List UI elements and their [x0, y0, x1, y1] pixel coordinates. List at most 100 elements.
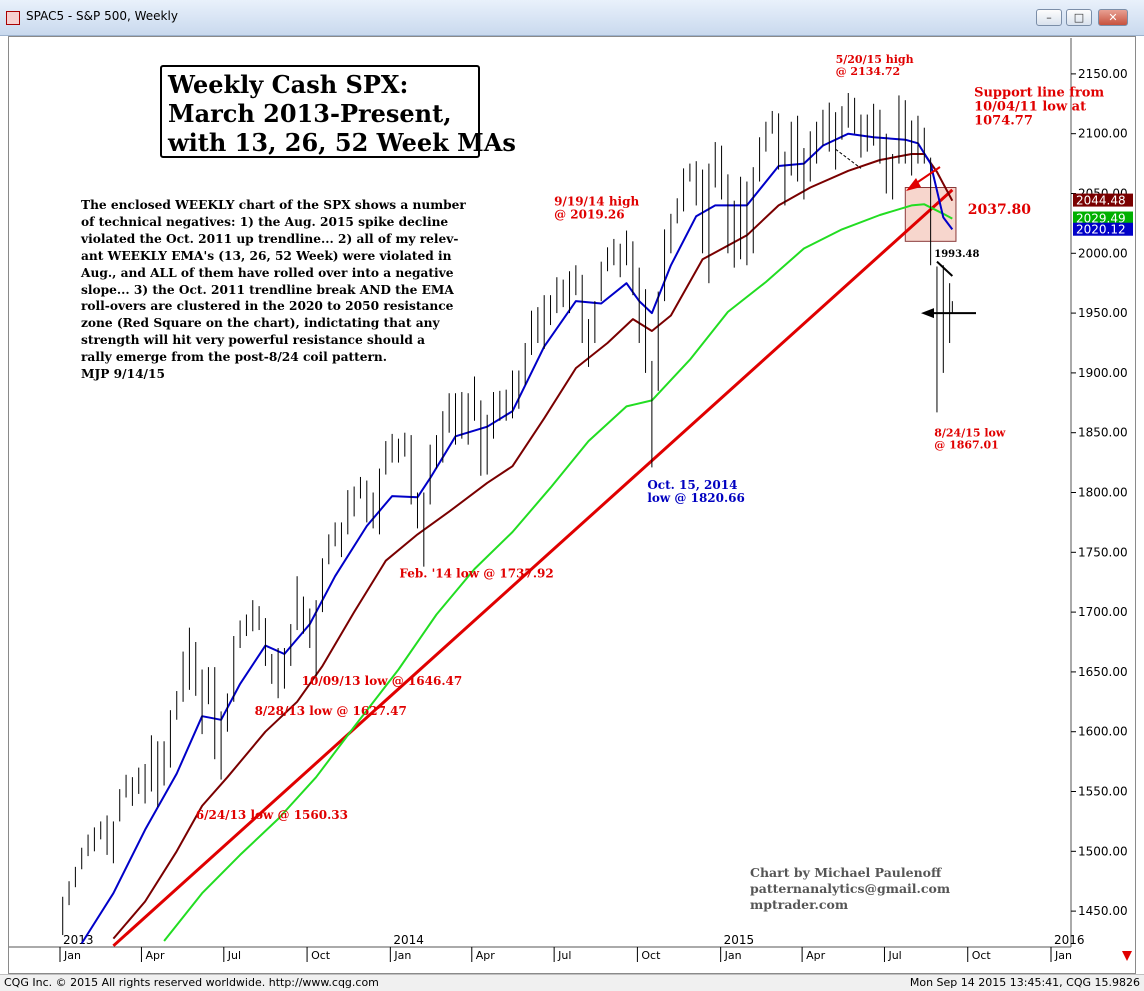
commentary-line: Aug., and ALL of them have rolled over i… — [81, 265, 454, 280]
year-label: 2014 — [393, 933, 424, 947]
credit-line: Chart by Michael Paulenoff — [750, 865, 942, 880]
chart-annotation: 8/28/13 low @ 1627.47 — [255, 704, 407, 718]
annotation-line: @ 2019.26 — [554, 207, 624, 221]
year-label: 2016 — [1054, 933, 1085, 947]
minimize-button[interactable]: – — [1036, 9, 1062, 26]
commentary-line: roll-overs are clustered in the 2020 to … — [81, 299, 454, 314]
price-tick-label: 1550.00 — [1078, 785, 1128, 799]
minor-trendline — [936, 260, 954, 277]
month-label: Jul — [227, 949, 241, 962]
maximize-button[interactable]: □ — [1066, 9, 1092, 26]
window-title-bar: SPAC5 - S&P 500, Weekly – □ ✕ — [0, 0, 1144, 36]
chart-annotation: 10/09/13 low @ 1646.47 — [302, 674, 463, 688]
chart-annotation: Support line from 10/04/11 low at 1074.77 — [974, 86, 1104, 129]
price-tick-label: 2150.00 — [1078, 67, 1128, 81]
chart-title-line: March 2013-Present, — [168, 99, 452, 128]
support-trendline — [112, 188, 954, 947]
month-label: Apr — [806, 949, 826, 962]
month-label: Jan — [724, 949, 742, 962]
price-tick-label: 2100.00 — [1078, 127, 1128, 141]
commentary-line: ant WEEKLY EMA's (13, 26, 52 Week) were … — [81, 248, 452, 263]
year-label: 2015 — [724, 933, 755, 947]
commentary-line: MJP 9/14/15 — [81, 367, 165, 382]
chart-annotation: 1993.48 — [934, 249, 979, 260]
chart-annotation: Feb. '14 low @ 1737.92 — [399, 566, 553, 580]
last-value-flag — [1073, 211, 1133, 225]
month-label: Oct — [311, 949, 331, 962]
annotation-line: 9/19/14 high — [554, 194, 639, 208]
price-tick-label: 1450.00 — [1078, 904, 1128, 918]
last-value-label: 2029.49 — [1076, 212, 1126, 226]
price-tick-label: 1900.00 — [1078, 366, 1128, 380]
annotation-line: Support line from — [974, 86, 1104, 101]
annotation-line: Oct. 15, 2014 — [647, 478, 737, 492]
month-label: Jul — [557, 949, 571, 962]
commentary-line: The enclosed WEEKLY chart of the SPX sho… — [81, 198, 466, 212]
annotation-line: 10/04/11 low at — [974, 100, 1086, 115]
support-arrow-head — [906, 178, 921, 191]
commentary-line: slope... 3) the Oct. 2011 trendline brea… — [81, 282, 454, 297]
current-price-arrow-head — [921, 308, 934, 319]
scroll-down-icon[interactable] — [1122, 951, 1132, 961]
price-tick-label: 1700.00 — [1078, 605, 1128, 619]
commentary-line: strength will hit very powerful resistan… — [81, 333, 425, 348]
annotation-line: low @ 1820.66 — [647, 491, 745, 505]
month-label: Jan — [1054, 949, 1072, 962]
commentary-line: rally emerge from the post-8/24 coil pat… — [81, 350, 388, 365]
chart-title-line: Weekly Cash SPX: — [168, 70, 409, 99]
price-tick-label: 1750.00 — [1078, 545, 1128, 559]
year-label: 2013 — [63, 933, 94, 947]
price-tick-label: 2000.00 — [1078, 246, 1128, 260]
close-button[interactable]: ✕ — [1098, 9, 1128, 26]
chart-annotation: 9/19/14 high @ 2019.26 — [554, 194, 639, 221]
annotation-line: @ 1867.01 — [934, 438, 999, 451]
status-bar: CQG Inc. © 2015 All rights reserved worl… — [0, 974, 1144, 991]
price-tick-label: 1850.00 — [1078, 426, 1128, 440]
last-value-label: 2020.12 — [1076, 223, 1126, 237]
annotation-line: 10/09/13 low @ 1646.47 — [302, 674, 463, 688]
annotation-line: 6/24/13 low @ 1560.33 — [196, 808, 348, 822]
chart-annotation: Oct. 15, 2014 low @ 1820.66 — [647, 478, 745, 505]
annotation-line: 5/20/15 high — [836, 53, 914, 66]
price-tick-label: 1950.00 — [1078, 306, 1128, 320]
price-tick-label: 1600.00 — [1078, 725, 1128, 739]
month-label: Jul — [887, 949, 901, 962]
annotation-line: 2037.80 — [968, 202, 1032, 218]
chart-title-line: with 13, 26, 52 Week MAs — [168, 128, 516, 157]
annotation-line: 1993.48 — [934, 249, 979, 260]
commentary-line: zone (Red Square on the chart), indictat… — [81, 316, 440, 331]
price-tick-label: 1650.00 — [1078, 665, 1128, 679]
last-value-flag — [1073, 222, 1133, 236]
ema13-line — [80, 132, 954, 944]
copyright-text: CQG Inc. © 2015 All rights reserved worl… — [4, 976, 379, 989]
chart-annotation: 6/24/13 low @ 1560.33 — [196, 808, 348, 822]
commentary-line: violated the Oct. 2011 up trendline... 2… — [81, 231, 459, 246]
ema52-line — [163, 203, 953, 942]
last-value-label: 2044.48 — [1076, 194, 1126, 208]
price-tick-label: 1800.00 — [1078, 486, 1128, 500]
timestamp-text: Mon Sep 14 2015 13:45:41, CQG 15.9826 — [909, 976, 1140, 989]
credit-line: patternanalytics@gmail.com — [750, 881, 951, 896]
chart-annotation: 8/24/15 low @ 1867.01 — [934, 426, 1006, 451]
last-value-flag — [1073, 193, 1133, 207]
month-label: Jan — [63, 949, 81, 962]
month-label: Oct — [972, 949, 992, 962]
window-title: SPAC5 - S&P 500, Weekly — [26, 9, 178, 23]
app-icon — [6, 11, 20, 25]
ema26-line — [112, 153, 954, 940]
annotation-line: @ 2134.72 — [836, 65, 901, 78]
annotation-line: 1074.77 — [974, 114, 1033, 129]
month-label: Apr — [145, 949, 165, 962]
commentary-line: of technical negatives: 1) the Aug. 2015… — [81, 214, 449, 229]
dashed-trendline — [835, 148, 862, 169]
month-label: Jan — [393, 949, 411, 962]
month-label: Oct — [641, 949, 661, 962]
chart-title-box: Weekly Cash SPX: March 2013-Present, wit… — [160, 65, 516, 158]
commentary-text: The enclosed WEEKLY chart of the SPX sho… — [81, 197, 501, 383]
chart-annotation: 2037.80 — [968, 202, 1032, 218]
annotation-line: 8/28/13 low @ 1627.47 — [255, 704, 407, 718]
annotation-line: 8/24/15 low — [934, 426, 1006, 439]
credit-line: mptrader.com — [750, 897, 849, 912]
chart-credit: Chart by Michael Paulenoff patternanalyt… — [750, 865, 950, 913]
